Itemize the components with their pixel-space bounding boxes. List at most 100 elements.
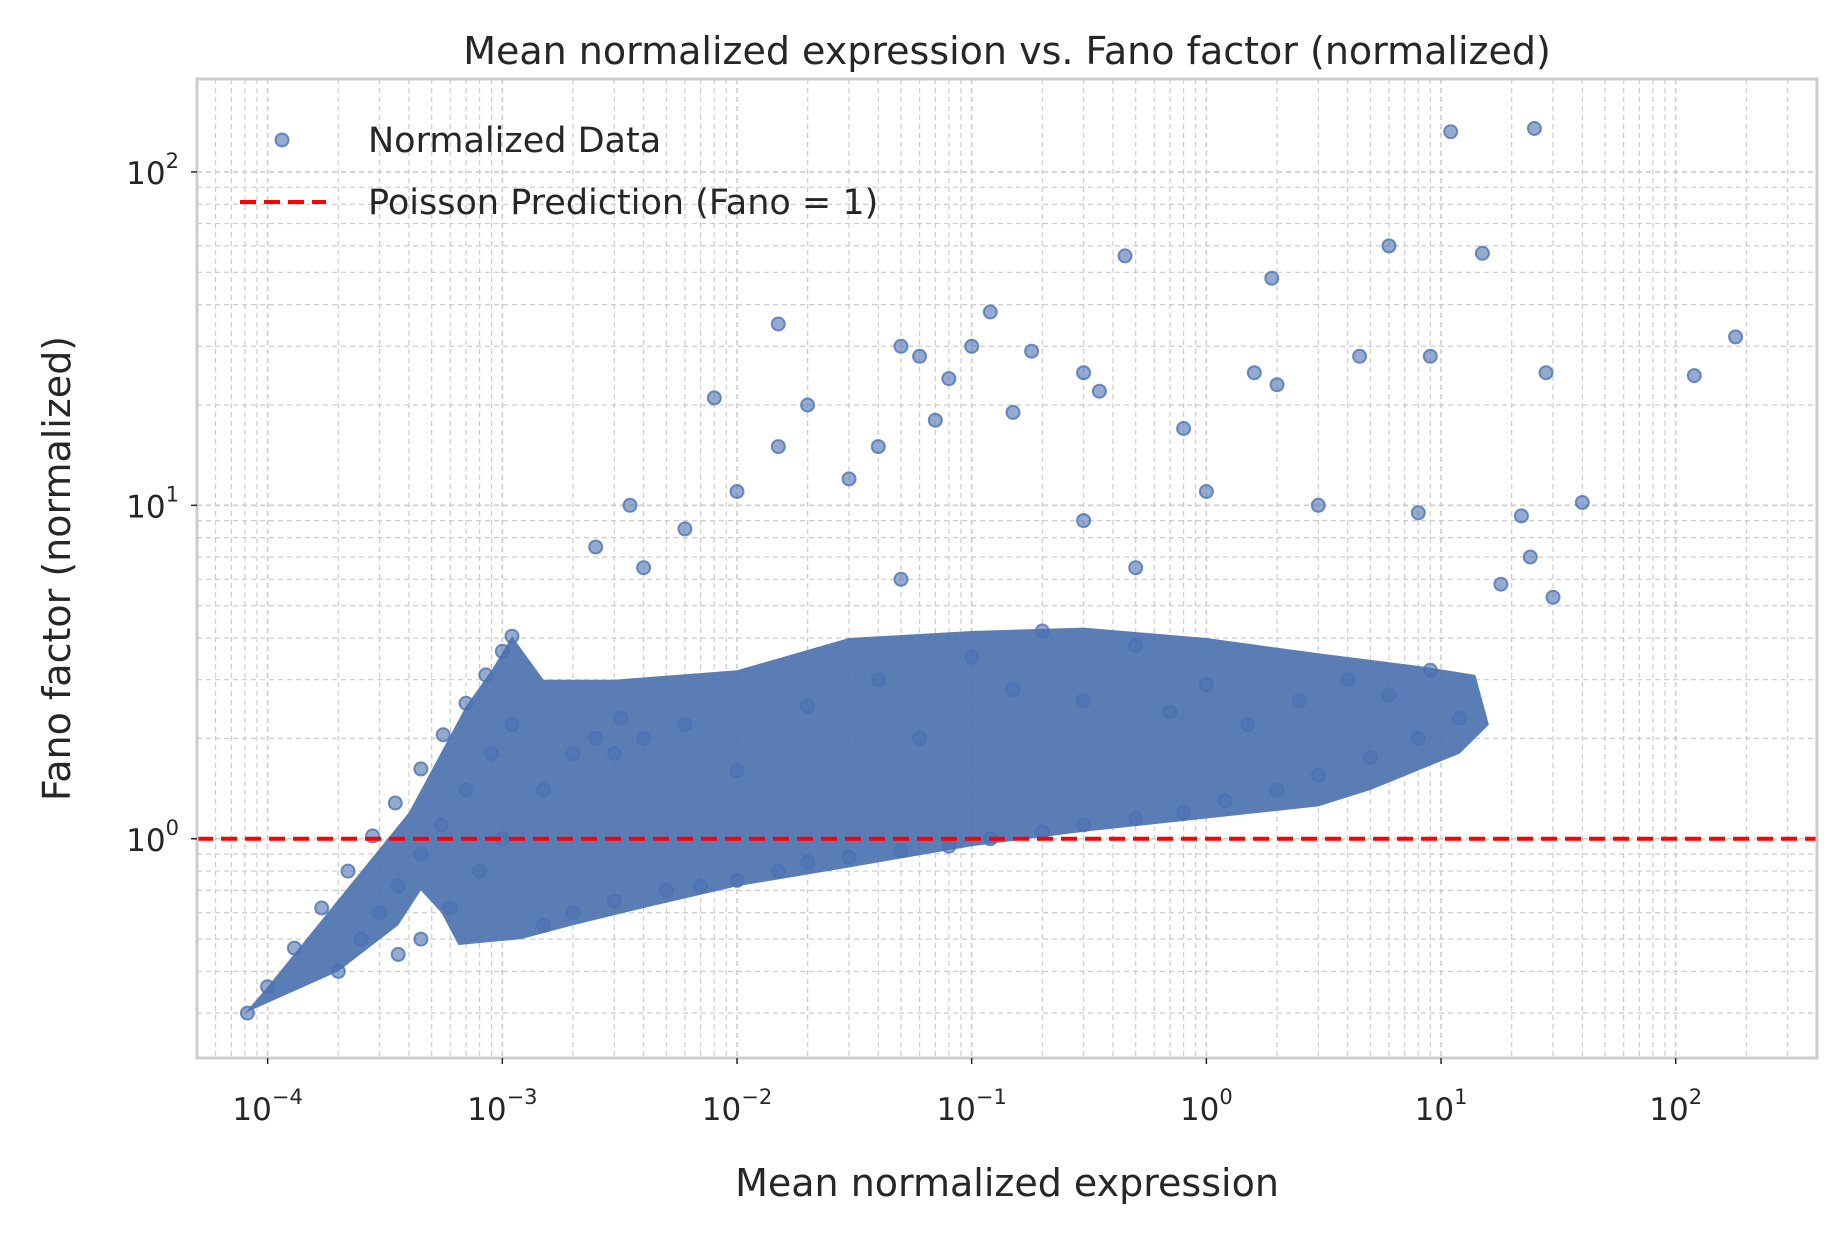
data-point [964,649,980,665]
data-point [1162,704,1178,720]
data-point [458,695,474,711]
data-point [606,746,622,762]
data-point [1574,495,1590,510]
data-point [565,746,581,762]
data-point [770,316,786,332]
data-point [1545,589,1561,605]
data-point [1269,377,1285,393]
x-tick-label: 10−4 [232,1085,302,1128]
x-tick-label: 10−2 [702,1085,772,1128]
data-point [1310,497,1326,513]
x-tick-labels: 10−4 10−3 10−2 10−1 100 101 102 [232,1058,1702,1128]
data-point [340,863,356,879]
data-point [1264,270,1280,286]
data-point [1422,348,1438,364]
data-point [841,471,857,487]
data-point [912,348,928,364]
data-point [1352,348,1368,364]
data-point [912,730,928,746]
data-point [1117,248,1133,264]
data-point [1217,793,1233,809]
y-axis-label: Fano factor (normalized) [35,336,79,801]
data-point [1128,638,1144,653]
data-point [1076,365,1092,381]
data-point [1522,549,1538,565]
point-cloud-area [244,627,1489,1014]
data-point [1034,623,1050,639]
data-point [1198,484,1214,499]
data-point [622,497,638,513]
data-point [565,905,581,921]
data-point [927,412,943,428]
data-point [841,849,857,865]
y-tick-label: 102 [126,149,179,192]
data-point [941,838,957,854]
chart-title: Mean normalized expression vs. Fano fact… [463,29,1551,73]
data-point [1005,404,1021,420]
legend-label: Normalized Data [368,121,661,161]
y-tick-label: 100 [126,816,179,859]
data-point [964,338,980,354]
data-point [442,900,458,916]
data-point [413,761,429,777]
data-point [706,390,722,406]
x-tick-label: 102 [1649,1085,1702,1128]
data-point [435,727,451,743]
data-point [1513,508,1529,524]
data-point [260,979,276,995]
data-point [472,863,488,879]
data-point [1443,124,1459,140]
data-point [1269,782,1285,798]
data-point [870,672,886,688]
legend-label: Poisson Prediction (Fano = 1) [368,183,878,223]
data-point [800,397,816,413]
data-point [504,628,520,644]
data-point [413,931,429,947]
data-point [1728,329,1744,345]
data-point [1340,672,1356,688]
legend-marker-points [274,132,290,148]
data-point [1128,560,1144,576]
data-point [484,746,500,762]
data-point [1362,750,1378,766]
data-point [1240,717,1256,733]
legend: Normalized Data Poisson Prediction (Fano … [240,121,878,223]
data-point [1198,677,1214,693]
data-point [387,795,403,811]
data-point [770,863,786,879]
data-point [1292,692,1308,708]
data-point [1024,343,1040,359]
data-point [1005,682,1021,698]
data-point [433,817,449,833]
data-point [893,338,909,354]
data-point [390,946,406,962]
data-point [870,439,886,455]
data-point [636,560,652,576]
data-point [800,698,816,714]
data-point [353,931,369,947]
x-tick-label: 101 [1415,1085,1468,1128]
data-point [314,900,330,916]
data-point [1452,710,1468,726]
data-point [893,571,909,587]
data-point [1091,383,1107,399]
data-point [588,730,604,746]
data-point [1410,505,1426,521]
x-tick-label: 10−1 [936,1085,1006,1128]
data-point [1381,687,1397,703]
data-point [677,717,693,733]
data-point [1686,368,1702,384]
x-axis-label: Mean normalized expression [735,1161,1279,1205]
y-tick-labels: 100 101 102 [126,149,197,859]
x-tick-label: 100 [1180,1085,1233,1128]
data-point [1246,365,1262,381]
data-point [1076,513,1092,529]
data-point [1410,730,1426,746]
data-point [606,893,622,909]
data-point [536,782,552,798]
data-point [1034,824,1050,840]
data-point [729,763,745,779]
